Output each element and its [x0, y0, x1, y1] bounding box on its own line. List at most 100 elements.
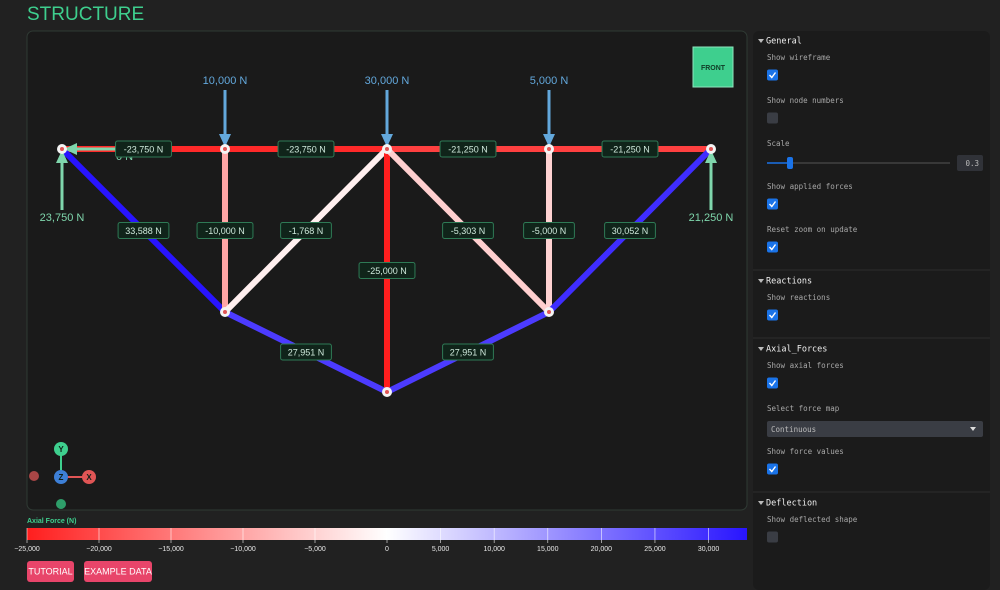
checkmark: [768, 380, 777, 387]
colorbar-tick-label: −25,000: [14, 546, 40, 553]
gizmo-axis-head: [54, 470, 68, 484]
force-label-box: [604, 222, 656, 239]
colorbar-tick-label: 15,000: [537, 546, 559, 553]
checkbox[interactable]: [767, 463, 778, 475]
checkbox[interactable]: [767, 531, 778, 543]
load-label: 30,000 N: [365, 75, 410, 87]
section-toggle[interactable]: [758, 347, 764, 351]
control-label: Show deflected shape: [767, 515, 858, 524]
gizmo-dot: [29, 471, 39, 481]
slider-thumb[interactable]: [787, 157, 793, 169]
checkbox[interactable]: [767, 69, 778, 81]
slider-value: 0.3: [965, 159, 979, 168]
control-label: Reset zoom on update: [767, 225, 858, 234]
colorbar-tick-label: −20,000: [86, 546, 112, 553]
section-heading: Axial_Forces: [766, 345, 827, 355]
section-heading: General: [766, 37, 802, 47]
control-label: Show node numbers: [767, 96, 844, 105]
checkbox[interactable]: [767, 377, 778, 389]
reaction-arrow-head: [705, 150, 717, 163]
button-label: EXAMPLE DATA: [84, 566, 152, 576]
button[interactable]: [84, 561, 152, 582]
node-center: [385, 390, 389, 394]
force-label-box: [196, 222, 254, 239]
section-toggle[interactable]: [758, 501, 764, 505]
node-center: [223, 310, 227, 314]
force-label: 33,588 N: [125, 226, 162, 236]
section-heading: Deflection: [766, 499, 817, 509]
select-caret: [970, 427, 976, 431]
load-label: 5,000 N: [530, 75, 569, 87]
reaction-label: 21,250 N: [689, 212, 734, 224]
force-label-box: [442, 222, 494, 239]
colorbar-tick-label: 25,000: [644, 546, 666, 553]
load-arrow-head: [219, 134, 231, 147]
colorbar-tick-label: 20,000: [591, 546, 613, 553]
force-label-box: [280, 343, 332, 361]
checkbox[interactable]: [767, 241, 778, 253]
force-label-box: [117, 222, 170, 239]
force-label: -5,000 N: [532, 226, 567, 236]
force-label-box: [280, 222, 332, 239]
slider-value-box: [957, 155, 983, 171]
checkbox[interactable]: [767, 198, 778, 210]
colorbar-tick-label: −5,000: [304, 546, 326, 553]
checkmark: [768, 244, 777, 251]
node-center: [60, 147, 64, 151]
button-label: TUTORIAL: [28, 566, 72, 576]
load-arrow-head: [543, 134, 555, 147]
section-toggle[interactable]: [758, 279, 764, 283]
node-center: [709, 147, 713, 151]
button[interactable]: [27, 561, 74, 582]
checkmark: [768, 72, 777, 79]
colorbar-tick-label: 30,000: [698, 546, 720, 553]
reaction-arrow-head: [56, 150, 68, 163]
force-label-box: [601, 140, 659, 158]
control-label: Show reactions: [767, 293, 830, 302]
select[interactable]: [767, 421, 983, 437]
force-label-box: [358, 262, 416, 279]
load-label: 10,000 N: [203, 75, 248, 87]
reaction-label: 23,750 N: [40, 212, 85, 224]
gizmo-axis-head: [82, 470, 96, 484]
force-label: -1,768 N: [289, 226, 324, 236]
control-label: Scale: [767, 139, 790, 148]
force-label-box: [442, 343, 494, 361]
sidebar: [753, 31, 990, 590]
colorbar-title: Axial Force (N): [27, 518, 76, 525]
colorbar-tick-label: 0: [385, 546, 389, 553]
force-label: -23,750 N: [124, 144, 164, 154]
checkbox[interactable]: [767, 112, 778, 124]
force-label-box: [115, 140, 172, 158]
force-label: -5,303 N: [451, 226, 486, 236]
force-label: 30,052 N: [612, 226, 649, 236]
force-label: -25,000 N: [367, 266, 407, 276]
force-label: -21,250 N: [448, 144, 488, 154]
select-value: Continuous: [771, 425, 816, 434]
colorbar-tick-label: −15,000: [158, 546, 184, 553]
section-toggle[interactable]: [758, 39, 764, 43]
gizmo-dot: [56, 499, 66, 509]
view-button-label: FRONT: [701, 65, 726, 72]
colorbar-tick-label: 10,000: [483, 546, 505, 553]
node-center: [223, 147, 227, 151]
node-center: [385, 147, 389, 151]
control-label: Show applied forces: [767, 182, 853, 191]
load-arrow-head: [381, 134, 393, 147]
app-title: STRUCTURE: [27, 4, 144, 25]
node-center: [547, 147, 551, 151]
control-label: Show axial forces: [767, 361, 844, 370]
checkbox[interactable]: [767, 309, 778, 321]
gizmo-axis-head: [54, 442, 68, 456]
force-label: 27,951 N: [288, 347, 325, 357]
view-button[interactable]: [692, 46, 734, 88]
colorbar-tick-label: −10,000: [230, 546, 256, 553]
checkmark: [768, 466, 777, 473]
node-center: [547, 310, 551, 314]
force-label-box: [439, 140, 497, 158]
gizmo-axis-label: Z: [59, 473, 64, 482]
force-label: 27,951 N: [450, 347, 487, 357]
force-label-box: [277, 140, 335, 158]
